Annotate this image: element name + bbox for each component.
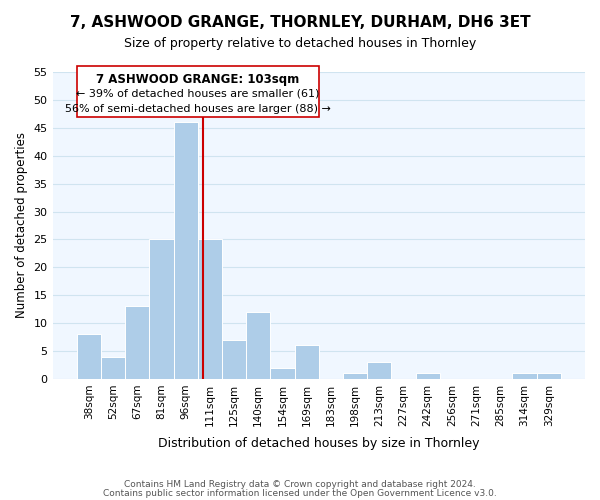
- Bar: [77, 334, 101, 379]
- Bar: [343, 374, 367, 379]
- Text: 7, ASHWOOD GRANGE, THORNLEY, DURHAM, DH6 3ET: 7, ASHWOOD GRANGE, THORNLEY, DURHAM, DH6…: [70, 15, 530, 30]
- Text: 56% of semi-detached houses are larger (88) →: 56% of semi-detached houses are larger (…: [65, 104, 331, 115]
- X-axis label: Distribution of detached houses by size in Thornley: Distribution of detached houses by size …: [158, 437, 479, 450]
- Bar: [149, 240, 173, 379]
- Text: Size of property relative to detached houses in Thornley: Size of property relative to detached ho…: [124, 38, 476, 51]
- Bar: [295, 346, 319, 379]
- Bar: [198, 240, 222, 379]
- Bar: [271, 368, 295, 379]
- Text: 7 ASHWOOD GRANGE: 103sqm: 7 ASHWOOD GRANGE: 103sqm: [96, 73, 299, 86]
- Y-axis label: Number of detached properties: Number of detached properties: [15, 132, 28, 318]
- Bar: [101, 356, 125, 379]
- Bar: [125, 306, 149, 379]
- Bar: [246, 312, 271, 379]
- Bar: [173, 122, 198, 379]
- Text: Contains public sector information licensed under the Open Government Licence v3: Contains public sector information licen…: [103, 488, 497, 498]
- FancyBboxPatch shape: [77, 66, 319, 116]
- Bar: [536, 374, 561, 379]
- Bar: [512, 374, 536, 379]
- Bar: [367, 362, 391, 379]
- Text: Contains HM Land Registry data © Crown copyright and database right 2024.: Contains HM Land Registry data © Crown c…: [124, 480, 476, 489]
- Text: ← 39% of detached houses are smaller (61): ← 39% of detached houses are smaller (61…: [76, 88, 319, 99]
- Bar: [222, 340, 246, 379]
- Bar: [416, 374, 440, 379]
